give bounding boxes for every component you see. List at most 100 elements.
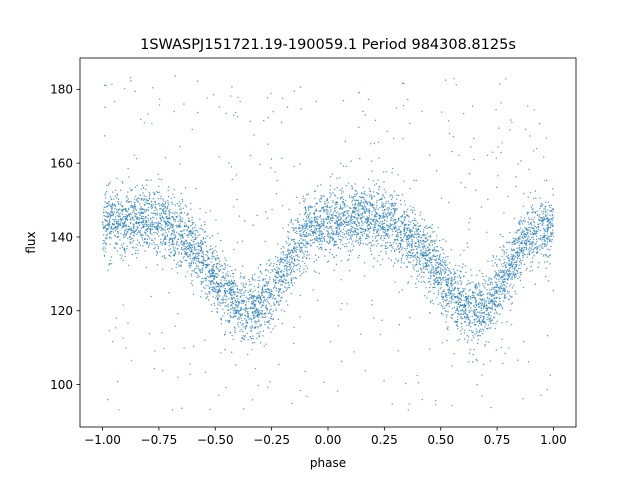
data-point: [337, 231, 339, 233]
data-point: [442, 301, 444, 303]
data-point: [114, 327, 117, 329]
data-point: [546, 213, 549, 215]
data-point: [512, 237, 514, 239]
data-point: [376, 205, 378, 207]
data-point: [506, 321, 508, 323]
data-point: [381, 228, 383, 230]
data-point: [384, 231, 387, 233]
data-point: [163, 218, 165, 220]
data-point: [379, 222, 381, 224]
data-point: [381, 244, 383, 247]
data-point: [449, 297, 451, 299]
data-point: [173, 231, 175, 234]
data-point: [386, 228, 389, 230]
data-point: [245, 283, 247, 285]
data-point: [104, 106, 106, 108]
data-point: [189, 247, 191, 249]
data-point: [254, 289, 256, 292]
data-point: [444, 259, 446, 262]
data-point: [398, 226, 400, 228]
data-point: [214, 288, 216, 290]
data-point: [314, 231, 317, 233]
data-point: [350, 235, 352, 237]
data-point: [494, 288, 496, 291]
data-point: [419, 230, 422, 233]
data-point: [324, 210, 326, 212]
data-point: [369, 196, 371, 198]
data-point: [536, 231, 538, 233]
data-point: [487, 279, 490, 281]
data-point: [261, 310, 264, 312]
data-point: [142, 234, 144, 236]
data-point: [489, 283, 492, 286]
data-point: [299, 213, 301, 216]
data-point: [420, 281, 423, 283]
data-point: [416, 252, 418, 255]
data-point: [196, 260, 198, 262]
data-point: [220, 239, 222, 242]
data-point: [508, 259, 510, 262]
data-point: [133, 224, 135, 226]
data-point: [305, 220, 308, 222]
data-point: [322, 195, 324, 197]
data-point: [171, 409, 174, 411]
data-point: [139, 244, 142, 247]
data-point: [408, 236, 411, 238]
data-point: [546, 335, 549, 337]
data-point: [489, 281, 491, 284]
data-point: [437, 292, 440, 294]
data-point: [435, 259, 437, 262]
data-point: [248, 297, 251, 299]
data-point: [253, 313, 255, 315]
data-point: [308, 215, 310, 218]
data-point: [503, 212, 505, 214]
data-point: [552, 216, 555, 219]
data-point: [172, 243, 174, 245]
data-point: [491, 259, 493, 262]
data-point: [367, 178, 370, 180]
data-point: [262, 301, 265, 304]
data-point: [361, 212, 364, 214]
data-point: [215, 219, 217, 221]
data-point: [365, 235, 368, 237]
data-point: [341, 196, 344, 198]
data-point: [304, 246, 307, 248]
data-point: [463, 249, 465, 252]
data-point: [220, 302, 222, 305]
data-point: [438, 258, 440, 260]
data-point: [415, 270, 418, 272]
data-point: [285, 254, 287, 256]
data-point: [470, 326, 472, 328]
data-point: [509, 309, 512, 312]
data-point: [495, 284, 498, 286]
data-point: [397, 233, 399, 235]
data-point: [158, 104, 161, 106]
data-point: [502, 362, 504, 365]
data-point: [397, 260, 399, 263]
data-point: [539, 197, 541, 199]
data-point: [510, 278, 512, 280]
data-point: [150, 239, 153, 241]
data-point: [350, 216, 353, 219]
data-point: [122, 224, 125, 226]
data-point: [478, 289, 481, 291]
data-point: [270, 289, 273, 291]
data-point: [237, 96, 239, 99]
data-point: [545, 201, 547, 204]
data-point: [231, 300, 234, 303]
data-point: [329, 240, 331, 242]
data-point: [104, 201, 106, 203]
data-point: [137, 249, 139, 251]
data-point: [133, 225, 135, 228]
data-point: [250, 288, 252, 290]
data-point: [127, 167, 129, 170]
data-point: [265, 280, 268, 283]
data-point: [318, 233, 321, 236]
data-point: [146, 202, 148, 205]
data-point: [278, 295, 280, 297]
data-point: [354, 203, 356, 206]
data-point: [205, 273, 207, 275]
data-point: [400, 259, 403, 261]
data-point: [139, 213, 141, 215]
data-point: [376, 191, 378, 194]
